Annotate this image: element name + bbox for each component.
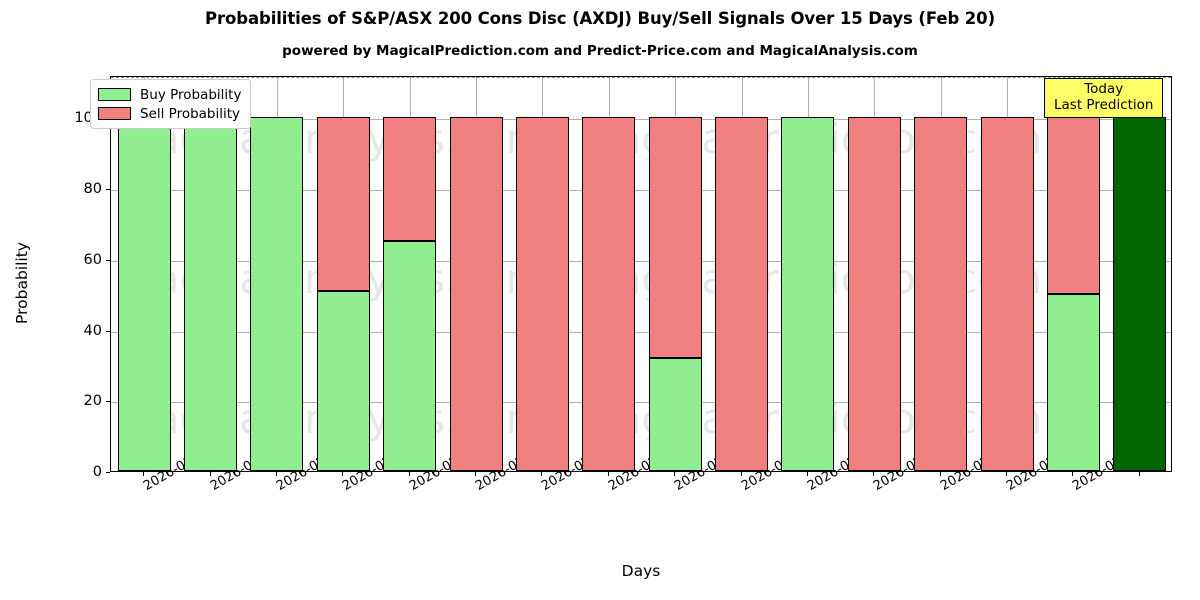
x-tick-label: 2026-02-05 — [473, 443, 546, 494]
x-tick-mark — [210, 472, 211, 476]
bar-segment-buy[interactable] — [1046, 294, 1100, 471]
bar-segment-buy[interactable] — [184, 117, 238, 471]
x-axis: 2026-01-292026-01-302026-02-022026-02-03… — [110, 443, 1172, 600]
x-tick-mark — [143, 472, 144, 476]
bar-segment-today[interactable] — [1113, 117, 1167, 471]
bar-segment-sell[interactable] — [1046, 117, 1100, 295]
bar-segment-buy[interactable] — [250, 117, 304, 471]
bar-group[interactable] — [184, 77, 238, 471]
legend-label-sell: Sell Probability — [140, 105, 241, 122]
x-tick-mark — [940, 472, 941, 476]
x-tick-label: 2026-02-13 — [871, 443, 944, 494]
x-tick-mark — [741, 472, 742, 476]
x-tick-label: 2026-01-29 — [141, 443, 214, 494]
bar-segment-sell[interactable] — [914, 117, 968, 471]
x-tick-mark — [1006, 472, 1007, 476]
y-tick-label: 40 — [83, 322, 102, 339]
today-annotation-line2: Last Prediction — [1054, 96, 1154, 113]
x-tick-label: 2026-02-02 — [274, 443, 347, 494]
bar-segment-buy[interactable] — [117, 117, 171, 471]
x-tick-mark — [475, 472, 476, 476]
bars-layer — [111, 77, 1171, 471]
plot-area: MagicalAnalysis.comMagicalPrediction.com… — [110, 76, 1172, 472]
bar-segment-sell[interactable] — [715, 117, 769, 471]
bar-segment-sell[interactable] — [648, 117, 702, 358]
x-tick-label: 2026-02-16 — [938, 443, 1011, 494]
x-tick-mark — [409, 472, 410, 476]
bar-group[interactable] — [847, 77, 901, 471]
bar-segment-sell[interactable] — [582, 117, 636, 471]
x-tick-label: 2026-01-30 — [208, 443, 281, 494]
x-tick-label: 2026-02-11 — [739, 443, 812, 494]
y-tick-mark — [106, 472, 110, 473]
bar-group[interactable] — [515, 77, 569, 471]
bar-segment-buy[interactable] — [316, 290, 370, 471]
y-tick-mark — [106, 259, 110, 261]
bar-group[interactable] — [1046, 77, 1100, 471]
bar-segment-buy[interactable] — [383, 241, 437, 471]
y-axis: Probability 0 20 40 60 80 100 — [0, 76, 110, 480]
legend-item-sell: Sell Probability — [98, 104, 241, 123]
x-tick-mark — [608, 472, 609, 476]
x-tick-label: 2026-02-17 — [1004, 443, 1077, 494]
y-axis-title: Probability — [13, 242, 31, 324]
bar-segment-buy[interactable] — [648, 357, 702, 471]
x-tick-mark — [873, 472, 874, 476]
bar-group[interactable] — [582, 77, 636, 471]
chart-legend: Buy Probability Sell Probability — [90, 79, 252, 129]
bar-group[interactable] — [117, 77, 171, 471]
x-tick-label: 2026-02-09 — [606, 443, 679, 494]
bar-group[interactable] — [1113, 77, 1167, 471]
bar-group[interactable] — [715, 77, 769, 471]
x-tick-mark — [541, 472, 542, 476]
bar-segment-sell[interactable] — [383, 117, 437, 242]
bar-segment-sell[interactable] — [980, 117, 1034, 471]
x-tick-label: 2026-02-03 — [340, 443, 413, 494]
x-axis-title: Days — [621, 562, 661, 580]
bar-group[interactable] — [648, 77, 702, 471]
bar-segment-sell[interactable] — [515, 117, 569, 471]
bar-group[interactable] — [781, 77, 835, 471]
x-tick-mark — [1072, 472, 1073, 476]
today-annotation-line1: Today — [1084, 81, 1124, 97]
y-tick-mark — [106, 401, 110, 403]
legend-item-buy: Buy Probability — [98, 85, 241, 104]
x-tick-label: 2026-02-06 — [539, 443, 612, 494]
y-tick-mark — [106, 330, 110, 332]
x-tick-mark — [342, 472, 343, 476]
bar-segment-sell[interactable] — [316, 117, 370, 291]
bar-segment-sell[interactable] — [449, 117, 503, 471]
bar-group[interactable] — [383, 77, 437, 471]
legend-swatch-sell — [98, 107, 131, 120]
y-tick-mark — [106, 189, 110, 191]
x-tick-label: 2026-02-10 — [672, 443, 745, 494]
x-tick-mark — [674, 472, 675, 476]
x-tick-mark — [807, 472, 808, 476]
bar-group[interactable] — [914, 77, 968, 471]
chart-subtitle: powered by MagicalPrediction.com and Pre… — [282, 43, 918, 59]
x-tick-label: 2026-02-04 — [407, 443, 480, 494]
x-tick-mark — [1139, 472, 1140, 476]
y-tick-label: 20 — [83, 393, 102, 410]
bar-group[interactable] — [316, 77, 370, 471]
bar-group[interactable] — [980, 77, 1034, 471]
y-tick-label: 0 — [92, 464, 102, 480]
legend-swatch-buy — [98, 88, 131, 101]
bar-segment-sell[interactable] — [847, 117, 901, 471]
y-tick-label: 60 — [83, 251, 102, 268]
bar-segment-buy[interactable] — [781, 117, 835, 471]
legend-label-buy: Buy Probability — [140, 86, 242, 103]
chart-title: Probabilities of S&P/ASX 200 Cons Disc (… — [204, 9, 996, 28]
y-tick-label: 80 — [83, 181, 102, 198]
today-annotation: Today Last Prediction — [1044, 78, 1164, 119]
x-tick-label: 2026-02-18 — [1070, 443, 1143, 494]
bar-group[interactable] — [449, 77, 503, 471]
bar-group[interactable] — [250, 77, 304, 471]
x-tick-mark — [276, 472, 277, 476]
x-tick-label: 2026-02-12 — [805, 443, 878, 494]
